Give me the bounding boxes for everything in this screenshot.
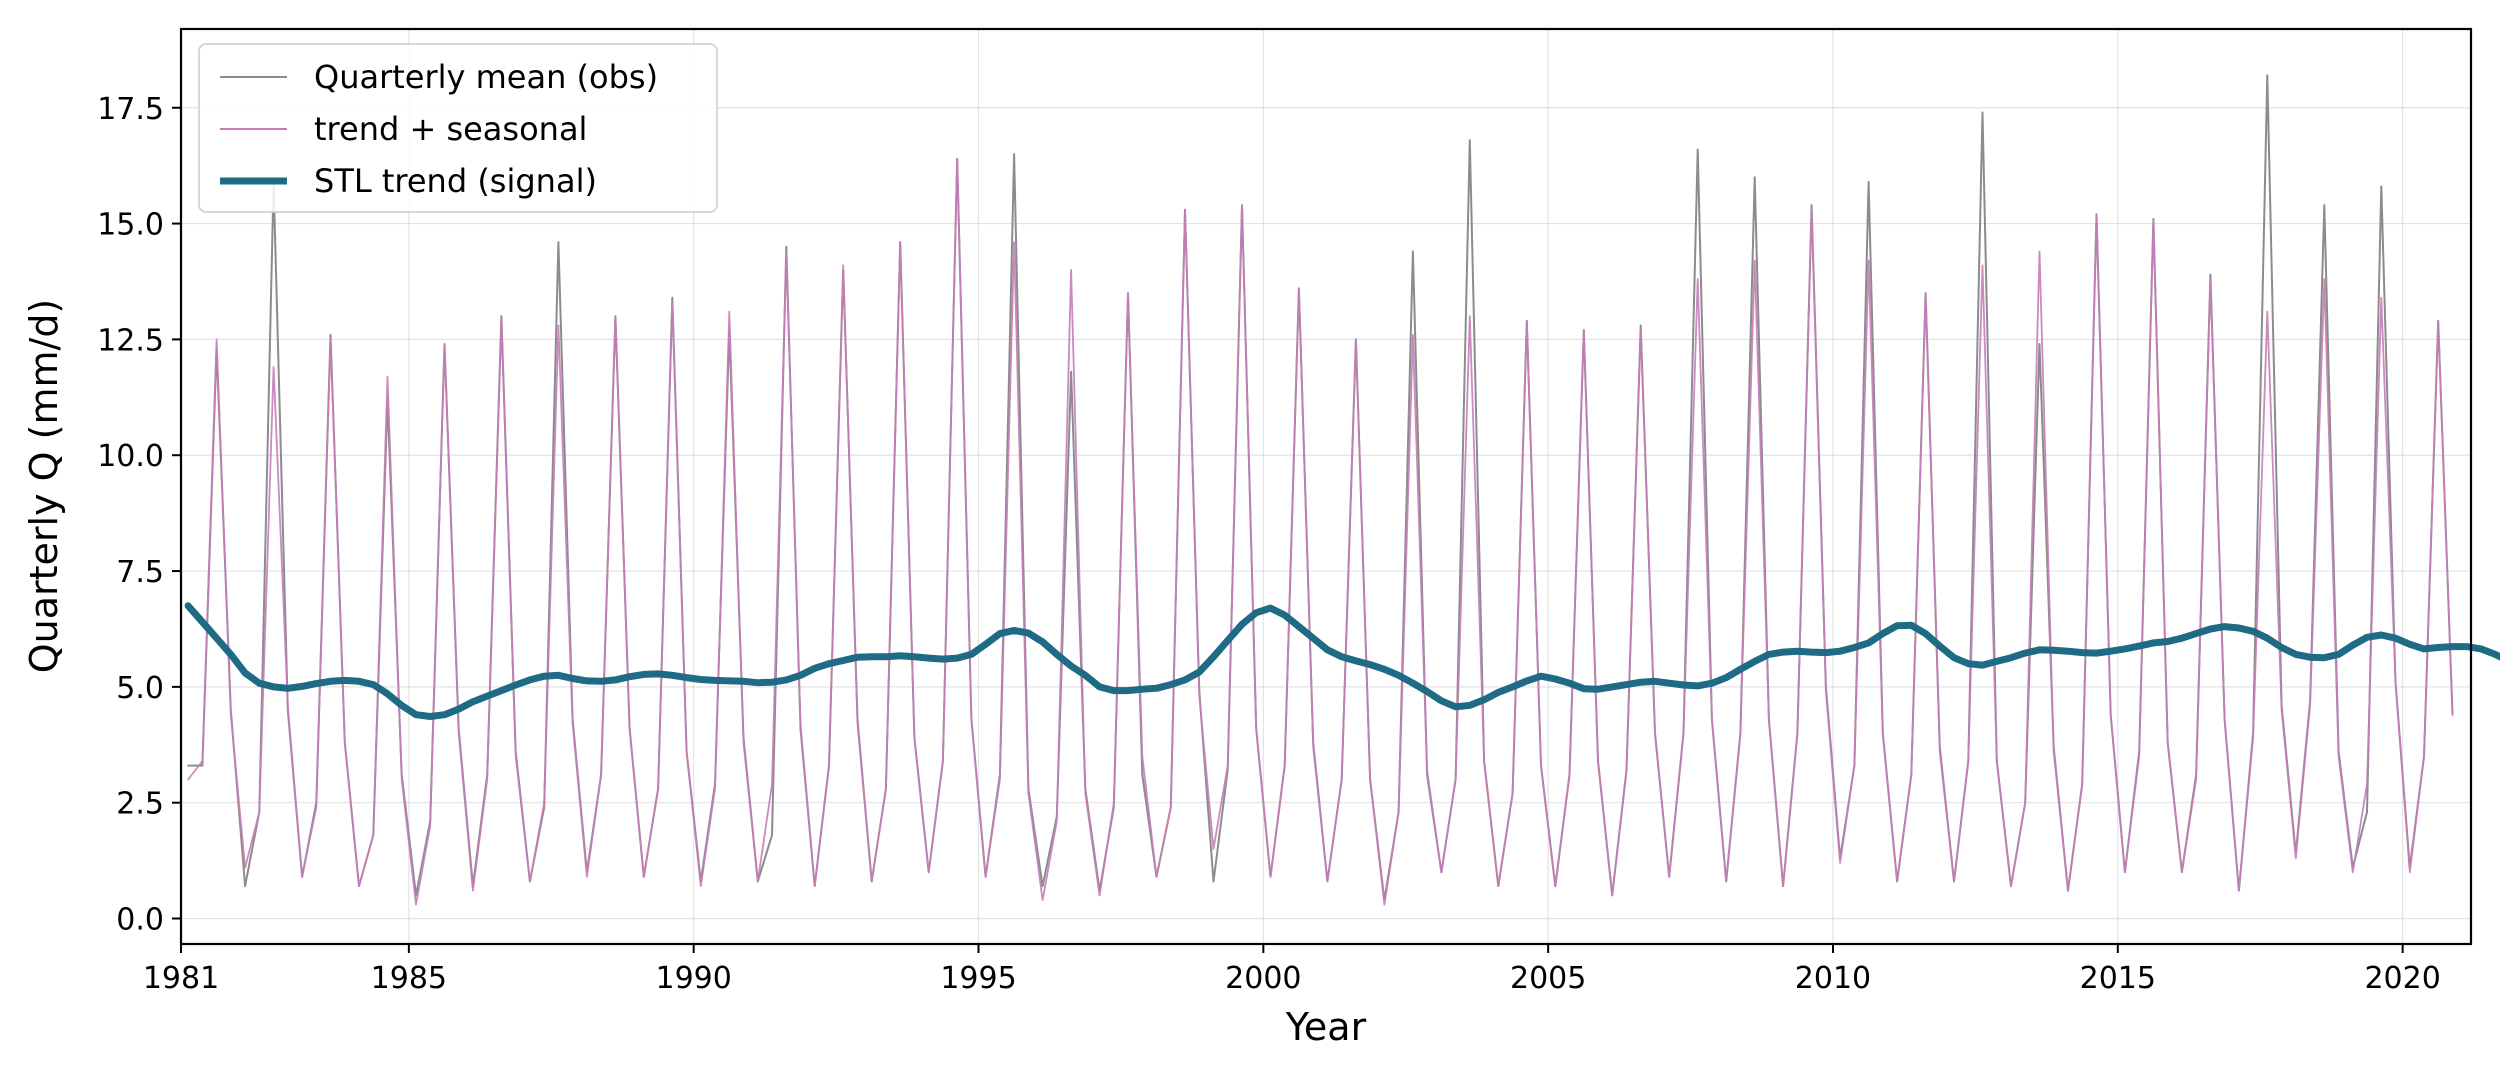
x-tick-label: 1981 [143, 961, 219, 996]
legend-label-trend-seasonal: trend + seasonal [314, 110, 587, 148]
y-tick-label: 2.5 [116, 787, 164, 822]
legend: Quarterly mean (obs) trend + seasonal ST… [198, 43, 718, 213]
series-layer [184, 74, 2500, 906]
x-tick-label: 2010 [1795, 961, 1871, 996]
y-tick-label: 17.5 [97, 92, 164, 127]
series-line-stl-trend [184, 602, 2500, 720]
y-tick-label: 7.5 [116, 555, 164, 590]
x-tick-label: 2020 [2364, 961, 2440, 996]
x-tick-label: 1990 [656, 961, 732, 996]
y-axis-title: Quarterly Q (mm/d) [22, 299, 66, 674]
x-tick-label: 2005 [1510, 961, 1586, 996]
x-tick-label: 2000 [1225, 961, 1301, 996]
y-tick-label: 0.0 [116, 903, 164, 938]
series-line-trend-seasonal [187, 157, 2454, 906]
plot-frame [179, 27, 2473, 946]
x-tick-label: 1985 [371, 961, 447, 996]
y-tick-label: 10.0 [97, 439, 164, 474]
x-tick-label: 1995 [940, 961, 1016, 996]
x-tick-label: 2015 [2080, 961, 2156, 996]
legend-label-obs: Quarterly mean (obs) [314, 58, 658, 96]
y-tick-label: 15.0 [97, 208, 164, 243]
legend-label-stl-trend: STL trend (signal) [314, 162, 597, 200]
x-axis: 1981 1985 1990 1995 2000 2005 2010 2015 2020 [143, 944, 2441, 996]
x-axis-title: Year [1285, 1005, 1367, 1049]
y-tick-label: 5.0 [116, 671, 164, 706]
y-axis: 0.0 2.5 5.0 7.5 10.0 12.5 15.0 17.5 [97, 92, 181, 938]
legend-box [198, 43, 718, 213]
y-tick-label: 12.5 [97, 323, 164, 358]
